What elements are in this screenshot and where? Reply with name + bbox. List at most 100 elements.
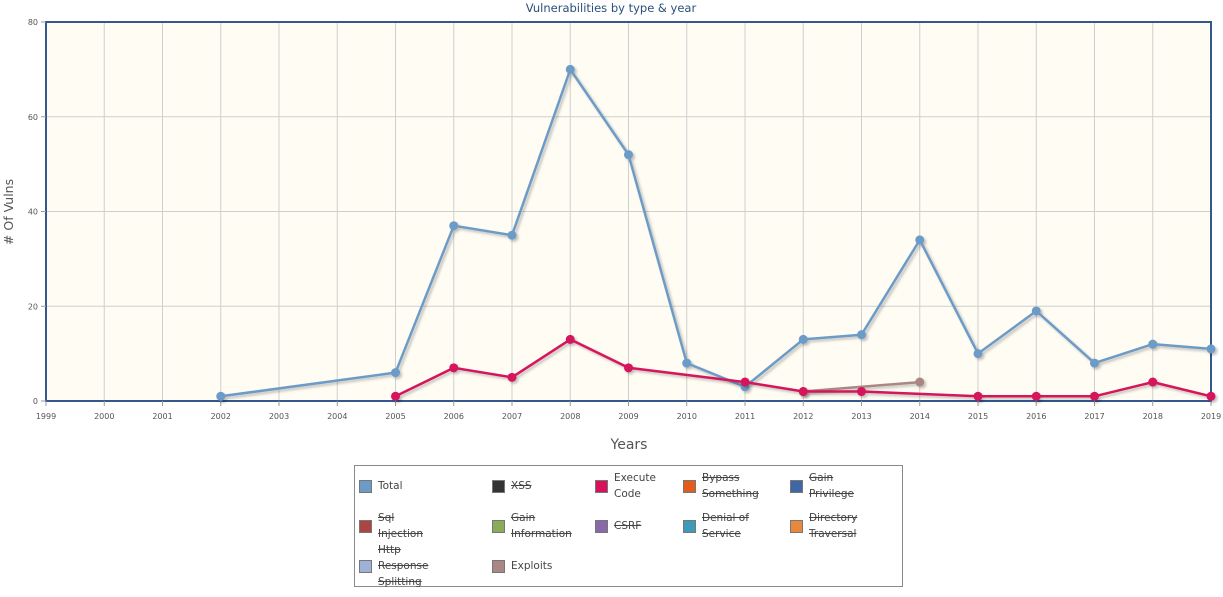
x-tick-label: 2000 [94, 412, 114, 421]
legend-label: CSRF [614, 520, 642, 532]
y-tick-label: 60 [28, 113, 38, 122]
data-point-exploits[interactable] [915, 377, 925, 387]
x-tick-label: 2004 [327, 412, 347, 421]
legend-item-csrf[interactable]: CSRF [595, 510, 700, 542]
series-line-total [220, 68, 1212, 398]
data-point-total[interactable] [507, 230, 517, 240]
x-tick-label: 2010 [677, 412, 697, 421]
legend-label: Gain Privilege [809, 472, 855, 500]
grid-lines [45, 21, 1212, 402]
data-point-total[interactable] [973, 349, 983, 359]
legend-swatch [359, 559, 372, 573]
data-point-total[interactable] [449, 221, 459, 231]
legend-item-sql-injection[interactable]: Sql Injection [359, 510, 464, 542]
data-point-total[interactable] [798, 334, 808, 344]
legend-swatch [359, 519, 372, 533]
data-point-total[interactable] [1206, 344, 1216, 354]
data-point-execute-code[interactable] [973, 391, 983, 401]
legend-label: Http Response Splitting [378, 544, 429, 588]
legend-item-http-response-splitting[interactable]: Http Response Splitting [359, 544, 464, 588]
series-total [216, 64, 1216, 401]
legend-item-total[interactable]: Total [359, 470, 464, 502]
legend-swatch [683, 479, 696, 493]
legend-swatch [595, 479, 608, 493]
legend-item-execute-code[interactable]: Execute Code [595, 470, 700, 502]
data-point-execute-code[interactable] [391, 391, 400, 401]
legend-swatch [790, 519, 803, 533]
data-point-total[interactable] [1090, 358, 1099, 368]
y-axis-label: # Of Vulns [1, 179, 16, 245]
legend-item-gain-information[interactable]: Gain Information [492, 510, 597, 542]
x-tick-label: 2008 [560, 412, 580, 421]
x-tick-label: 2019 [1201, 412, 1221, 421]
x-tick-label: 2005 [385, 412, 405, 421]
x-axis: 1999 2000 2001 2002 2003 2004 2005 2006 2007 2008… [36, 401, 1221, 421]
legend-item-directory-traversal[interactable]: Directory Traversal [790, 510, 895, 542]
y-tick-label: 80 [28, 18, 38, 27]
legend-swatch [492, 519, 505, 533]
data-point-total[interactable] [391, 368, 400, 378]
data-point-execute-code[interactable] [507, 372, 517, 382]
legend-label: Total [378, 480, 403, 492]
series-group [216, 64, 1216, 401]
data-point-execute-code[interactable] [857, 387, 866, 397]
legend-label: Bypass Something [702, 472, 759, 500]
data-point-execute-code[interactable] [1206, 391, 1216, 401]
data-point-total[interactable] [624, 150, 633, 160]
data-point-execute-code[interactable] [798, 387, 808, 397]
legend-label: Gain Information [511, 512, 572, 540]
data-point-total[interactable] [1031, 306, 1041, 316]
y-tick-label: 20 [28, 302, 38, 311]
data-point-execute-code[interactable] [1031, 391, 1041, 401]
data-point-total[interactable] [1148, 339, 1158, 349]
legend-label: XSS [511, 480, 532, 492]
x-tick-label: 2017 [1084, 412, 1104, 421]
x-tick-label: 2001 [152, 412, 172, 421]
data-point-total[interactable] [915, 235, 925, 245]
data-point-total[interactable] [857, 330, 866, 340]
legend-swatch [790, 479, 803, 493]
data-point-execute-code[interactable] [1090, 391, 1099, 401]
x-tick-label: 2018 [1143, 412, 1163, 421]
series-line-exploits [803, 380, 920, 393]
legend-label: Directory Traversal [809, 512, 858, 540]
vulnerabilities-chart: Vulnerabilities by type & year 0 20 40 60 80… [1, 1, 1221, 453]
legend-item-bypass-something[interactable]: Bypass Something [683, 470, 788, 502]
x-tick-label: 2013 [851, 412, 871, 421]
x-tick-label: 2002 [211, 412, 231, 421]
data-point-total[interactable] [565, 64, 575, 74]
y-tick-label: 40 [28, 208, 38, 217]
legend-swatch [595, 519, 608, 533]
data-point-total[interactable] [682, 358, 692, 368]
data-point-total[interactable] [216, 391, 226, 401]
chart-title: Vulnerabilities by type & year [526, 1, 697, 15]
data-point-execute-code[interactable] [740, 377, 750, 387]
x-tick-label: 2009 [618, 412, 638, 421]
legend-item-denial-of-service[interactable]: Denial of Service [683, 510, 788, 542]
legend-item-gain-privilege[interactable]: Gain Privilege [790, 470, 895, 502]
legend-swatch [492, 559, 505, 573]
legend-label: Exploits [511, 560, 553, 572]
x-tick-label: 2014 [910, 412, 930, 421]
x-tick-label: 2011 [735, 412, 755, 421]
legend-item-exploits[interactable]: Exploits [492, 550, 597, 582]
legend-label: Sql Injection [378, 512, 424, 540]
legend-label: Denial of Service [702, 512, 749, 540]
x-axis-label: Years [610, 437, 648, 453]
data-point-execute-code[interactable] [565, 334, 575, 344]
x-tick-label: 2012 [793, 412, 813, 421]
legend-swatch [492, 479, 505, 493]
x-tick-label: 2007 [502, 412, 522, 421]
x-tick-label: 1999 [36, 412, 56, 421]
legend-item-xss[interactable]: XSS [492, 470, 597, 502]
legend-swatch [683, 519, 696, 533]
legend-label: Execute Code [614, 472, 656, 500]
data-point-execute-code[interactable] [449, 363, 459, 373]
y-axis: 0 20 40 60 80 [28, 18, 46, 406]
x-tick-label: 2016 [1026, 412, 1046, 421]
series-execute-code [391, 334, 1216, 401]
legend-swatch [359, 479, 372, 493]
x-tick-label: 2015 [968, 412, 988, 421]
data-point-execute-code[interactable] [624, 363, 633, 373]
data-point-execute-code[interactable] [1148, 377, 1158, 387]
